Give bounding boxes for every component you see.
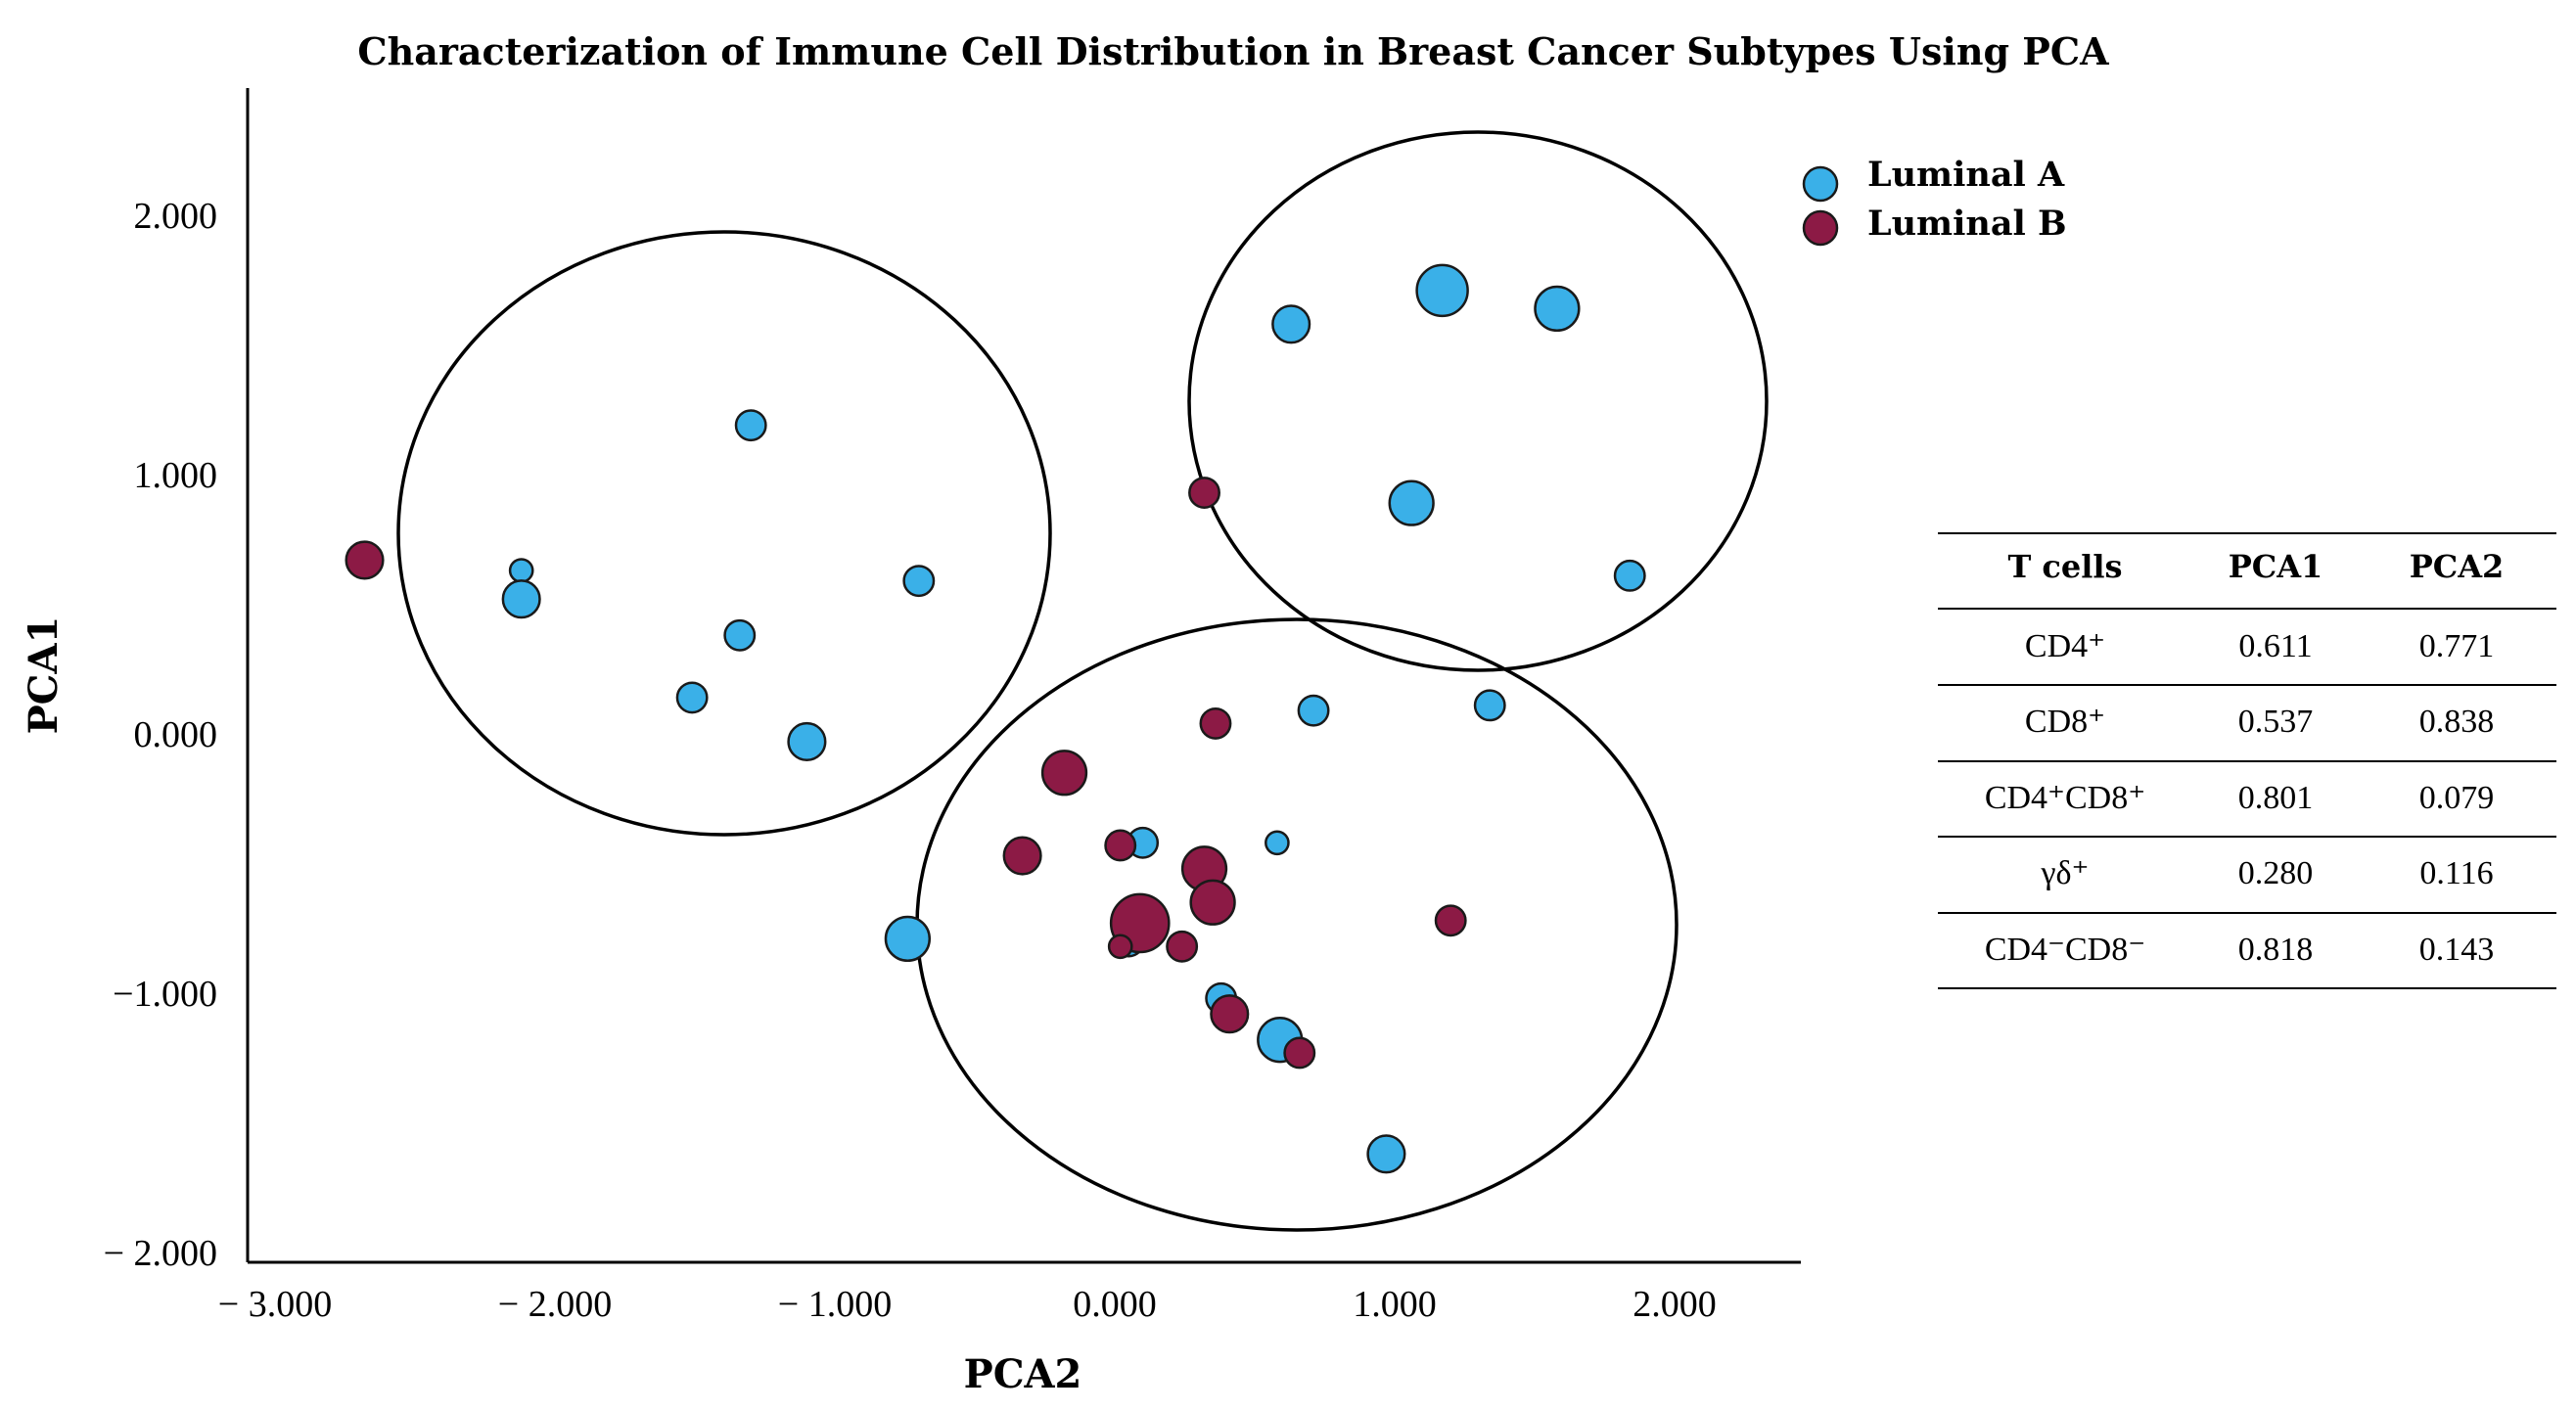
x-tick-label: − 2.000 xyxy=(498,1284,612,1325)
data-point-luminal-a xyxy=(1271,304,1311,344)
x-tick-label: − 3.000 xyxy=(218,1284,332,1325)
data-point-luminal-a xyxy=(787,721,827,762)
data-point-luminal-a xyxy=(734,409,767,442)
cluster-ellipse-bottom xyxy=(915,617,1679,1232)
cluster-ellipse-top-right xyxy=(1187,130,1769,672)
data-point-luminal-b xyxy=(1040,750,1088,797)
data-point-luminal-a xyxy=(1534,285,1581,333)
data-point-luminal-b xyxy=(345,540,385,580)
table-cell-pca2: 0.079 xyxy=(2419,780,2495,816)
x-tick-label: 2.000 xyxy=(1633,1284,1717,1325)
data-point-luminal-b xyxy=(1283,1036,1316,1070)
data-point-luminal-b xyxy=(1188,477,1220,509)
table-cell-name: CD4⁻CD8⁻ xyxy=(1985,932,2145,968)
y-axis-ticks: 2.000 1.000 0.000 −1.000 − 2.000 xyxy=(104,196,217,1274)
table-cell-pca2: 0.116 xyxy=(2419,855,2493,891)
table-cell-pca1: 0.611 xyxy=(2238,628,2312,664)
cluster-ellipse-left xyxy=(396,230,1052,837)
cluster-ellipses xyxy=(396,130,1769,1232)
table-cell-pca2: 0.838 xyxy=(2419,704,2495,740)
data-point-luminal-a xyxy=(1388,479,1435,526)
y-axis-label: PCA1 xyxy=(21,616,67,735)
data-point-luminal-b xyxy=(1104,829,1137,862)
data-point-luminal-a xyxy=(1473,689,1506,722)
y-tick-label: −1.000 xyxy=(113,974,217,1015)
table-cell-name: CD4⁺ xyxy=(2025,628,2105,664)
data-point-luminal-b xyxy=(1002,836,1042,876)
y-tick-label: 0.000 xyxy=(134,714,218,755)
data-point-luminal-a xyxy=(884,915,932,962)
table-cell-name: CD4⁺CD8⁺ xyxy=(1985,780,2145,816)
data-point-luminal-a xyxy=(501,579,541,619)
data-point-luminal-a xyxy=(723,618,757,652)
table-cell-pca1: 0.818 xyxy=(2238,932,2314,968)
data-point-luminal-a xyxy=(1415,263,1469,318)
table-cell-pca2: 0.771 xyxy=(2419,628,2495,664)
data-point-luminal-a xyxy=(1366,1134,1406,1174)
data-point-luminal-b xyxy=(1189,879,1236,926)
chart-title: Characterization of Immune Cell Distribu… xyxy=(357,29,2109,73)
table-cell-name: CD8⁺ xyxy=(2025,704,2105,740)
data-point-luminal-b xyxy=(1210,994,1250,1034)
data-point-luminal-b xyxy=(1166,930,1199,963)
legend-marker-luminal-b xyxy=(1802,209,1839,247)
legend-label-luminal-b: Luminal B xyxy=(1867,204,2067,244)
data-point-luminal-b xyxy=(1107,934,1133,960)
table-cell-pca1: 0.280 xyxy=(2238,855,2314,891)
data-point-luminal-b xyxy=(1434,904,1467,937)
data-point-luminal-a xyxy=(1613,559,1646,592)
loadings-table: T cells PCA1 PCA2 CD4⁺ 0.611 0.771 CD8⁺ … xyxy=(1938,532,2556,989)
x-tick-label: 1.000 xyxy=(1353,1284,1437,1325)
table-cell-name: γδ⁺ xyxy=(2041,855,2090,891)
data-point-luminal-a xyxy=(1297,694,1330,727)
legend-marker-luminal-a xyxy=(1802,165,1839,203)
data-points xyxy=(345,263,1646,1174)
y-tick-label: 2.000 xyxy=(134,196,218,237)
legend-label-luminal-a: Luminal A xyxy=(1867,155,2065,195)
data-point-luminal-a xyxy=(1265,830,1290,856)
table-header-pca1: PCA1 xyxy=(2229,548,2323,585)
y-tick-label: 1.000 xyxy=(134,455,218,496)
data-point-luminal-a xyxy=(902,565,936,598)
data-point-luminal-a xyxy=(508,558,534,583)
data-point-luminal-a xyxy=(675,681,709,714)
x-tick-label: 0.000 xyxy=(1073,1284,1157,1325)
x-axis-ticks: − 3.000 − 2.000 − 1.000 0.000 1.000 2.000 xyxy=(218,1284,1717,1325)
y-tick-label: − 2.000 xyxy=(104,1233,217,1274)
data-point-luminal-b xyxy=(1199,706,1232,740)
table-cell-pca1: 0.537 xyxy=(2238,704,2314,740)
legend: Luminal A Luminal B xyxy=(1802,155,2067,247)
x-tick-label: − 1.000 xyxy=(778,1284,892,1325)
table-header-t-cells: T cells xyxy=(2007,548,2122,585)
table-cell-pca2: 0.143 xyxy=(2419,932,2495,968)
x-axis-label: PCA2 xyxy=(964,1351,1082,1397)
table-cell-pca1: 0.801 xyxy=(2238,780,2314,816)
table-header-pca2: PCA2 xyxy=(2410,548,2505,585)
